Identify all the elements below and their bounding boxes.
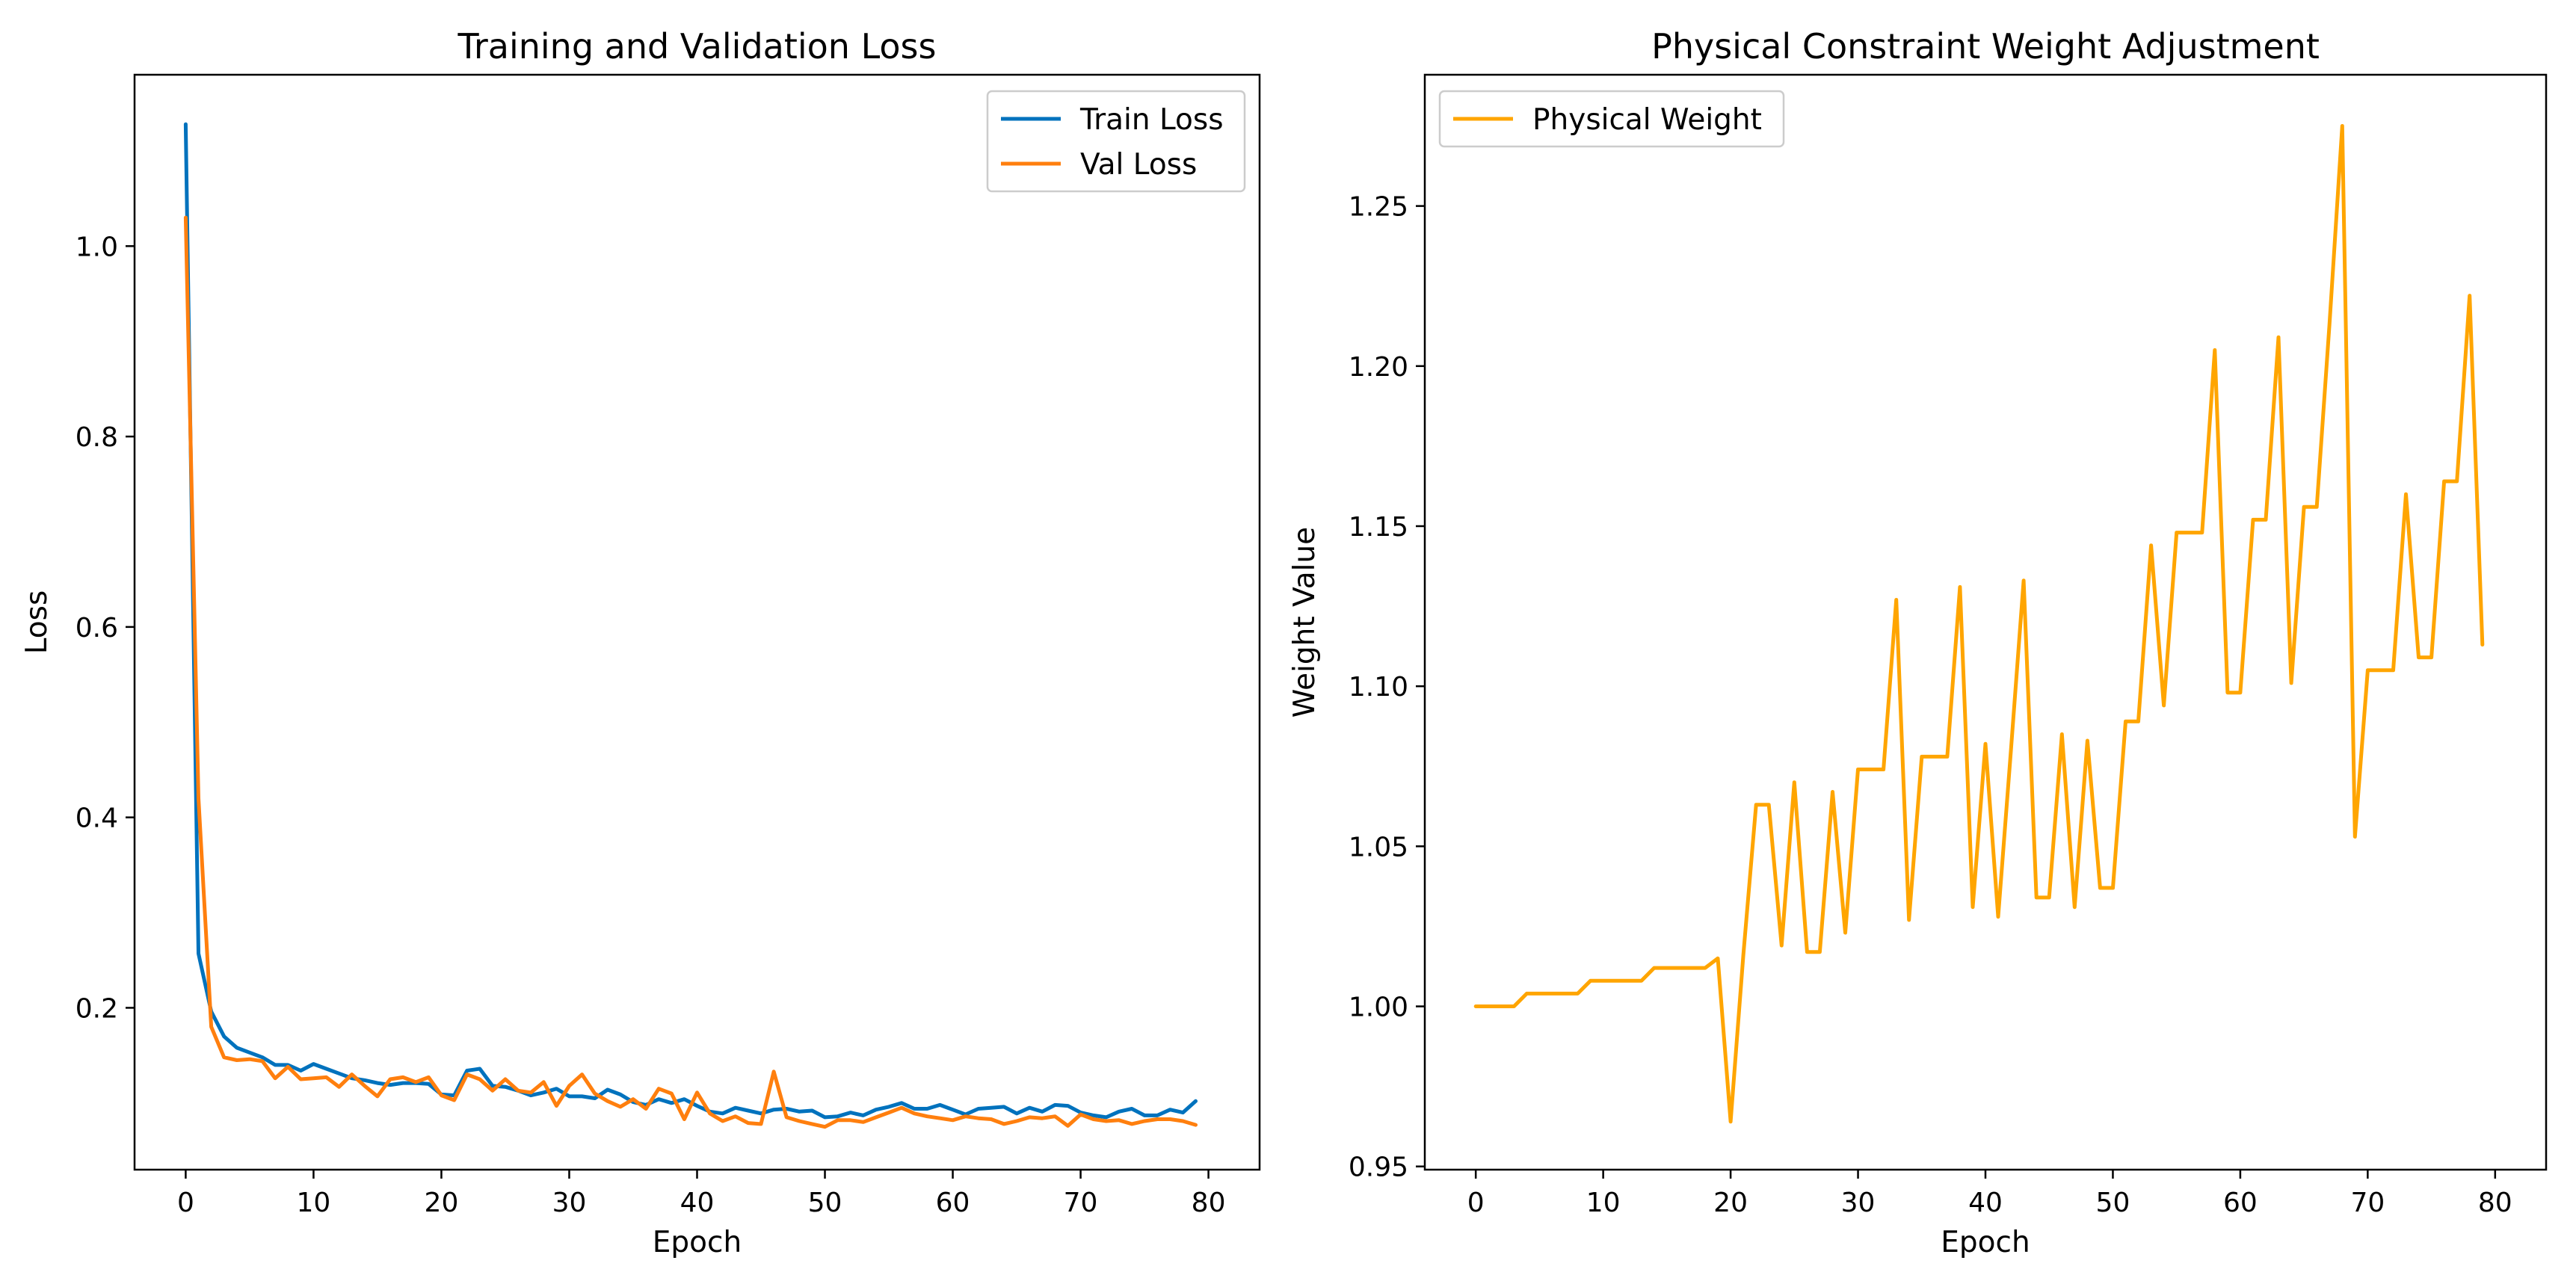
weight-chart-title: Physical Constraint Weight Adjustment (1651, 26, 2320, 67)
weight-y-tick-label: 1.00 (1349, 993, 1408, 1023)
weight-series-line-1 (1473, 124, 2485, 1124)
loss-series-line-2 (183, 215, 1198, 1129)
weight-x-tick-label: 60 (2223, 1188, 2258, 1218)
loss-legend-box (986, 90, 1246, 193)
loss-series-line-1 (183, 122, 1198, 1120)
loss-x-tick-label: 70 (1064, 1188, 1098, 1218)
weight-chart: 0 10 20 30 40 50 60 70 80 0.95 1.00 1.05 1.10 1.15 1.2… (1288, 26, 2548, 1259)
weight-y-axis-label: Weight Value (1288, 527, 1322, 717)
loss-legend: Train Loss Val Loss (986, 90, 1246, 193)
weight-x-tick-label: 20 (1713, 1188, 1748, 1218)
loss-x-tick-label: 40 (680, 1188, 715, 1218)
weight-plot-frame (1423, 73, 2548, 1171)
weight-x-tick-label: 70 (2350, 1188, 2385, 1218)
loss-y-tick-label: 0.6 (76, 613, 118, 644)
weight-x-tick-label: 30 (1841, 1188, 1876, 1218)
loss-x-tick-label: 0 (177, 1188, 194, 1218)
weight-y-tick-label: 0.95 (1349, 1152, 1408, 1183)
weight-legend-label-1: Physical Weight (1532, 103, 1762, 137)
weight-x-tick-label: 80 (2478, 1188, 2512, 1218)
loss-y-axis-label: Loss (20, 590, 54, 655)
loss-x-tick-label: 60 (936, 1188, 970, 1218)
loss-y-tick-label: 0.4 (76, 803, 118, 834)
loss-x-tick-label: 10 (297, 1188, 331, 1218)
loss-x-tick-label: 20 (425, 1188, 459, 1218)
loss-y-tick-label: 0.2 (76, 993, 118, 1024)
weight-legend: Physical Weight (1438, 90, 1785, 148)
weight-y-tick-label: 1.20 (1349, 352, 1408, 383)
weight-y-tick-label: 1.25 (1349, 192, 1408, 223)
weight-x-tick-label: 10 (1586, 1188, 1621, 1218)
loss-legend-label-1: Train Loss (1079, 103, 1224, 137)
loss-plot-frame (133, 73, 1261, 1171)
weight-x-tick-label: 0 (1467, 1188, 1485, 1218)
loss-y-tick-label: 1.0 (76, 232, 118, 262)
weight-y-tick-label: 1.10 (1349, 672, 1408, 703)
loss-x-tick-label: 80 (1192, 1188, 1226, 1218)
weight-legend-box (1438, 90, 1785, 148)
loss-chart: 0 10 20 30 40 50 60 70 80 0.2 0.4 0.6 0.8 1.0 Training… (20, 26, 1261, 1259)
loss-x-tick-label: 50 (808, 1188, 842, 1218)
loss-y-tick-label: 0.8 (76, 422, 118, 453)
weight-y-tick-label: 1.05 (1349, 832, 1408, 862)
weight-y-tick-label: 1.15 (1349, 512, 1408, 543)
weight-x-tick-label: 50 (2096, 1188, 2130, 1218)
loss-x-tick-label: 30 (552, 1188, 587, 1218)
loss-x-axis-label: Epoch (653, 1226, 742, 1259)
weight-x-axis-label: Epoch (1941, 1226, 2030, 1259)
loss-legend-label-2: Val Loss (1080, 148, 1197, 182)
loss-chart-title: Training and Validation Loss (457, 26, 937, 67)
weight-x-tick-label: 40 (1968, 1188, 2003, 1218)
